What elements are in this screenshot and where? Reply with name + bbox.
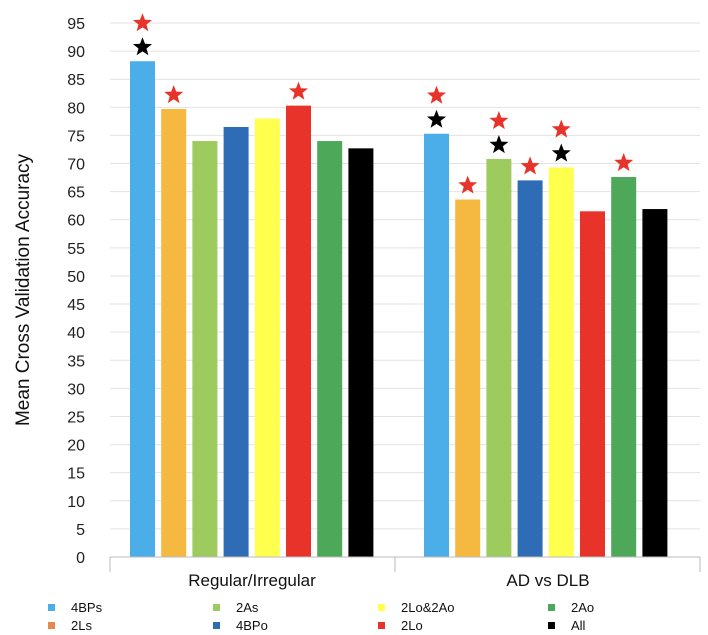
y-tick-label: 65 xyxy=(67,185,85,202)
legend-label: 2As xyxy=(236,599,259,615)
red-star-icon xyxy=(489,111,509,130)
y-tick-label: 40 xyxy=(67,325,85,342)
red-star-icon xyxy=(164,85,184,104)
legend-label: 2Ao xyxy=(571,599,595,615)
y-tick-label: 75 xyxy=(67,128,85,145)
red-star-icon xyxy=(427,85,446,104)
legend-swatch xyxy=(548,603,555,611)
legend-label: 2Lo&2Ao xyxy=(401,599,455,615)
category-labels: Regular/Irregular AD vs DLB xyxy=(188,571,589,590)
bars xyxy=(130,61,668,558)
y-tick-label: 80 xyxy=(67,100,85,117)
y-tick-label: 95 xyxy=(67,16,85,33)
category-label: Regular/Irregular xyxy=(188,571,316,590)
red-star-icon xyxy=(614,153,634,172)
bar-4bps-regular-irregular xyxy=(130,61,155,558)
bar-all-ad-vs-dlb xyxy=(642,209,668,558)
bar-2as-regular-irregular xyxy=(192,141,218,557)
bar-2ls-ad-vs-dlb xyxy=(455,199,481,558)
legend-label: All xyxy=(571,617,586,633)
legend-item-2lo: 2Lo xyxy=(376,616,546,634)
bar-2lo-regular-irregular xyxy=(286,105,311,558)
legend-item-2as: 2As xyxy=(211,598,376,616)
y-tick-label: 55 xyxy=(67,241,85,258)
bar-2lo-ad-vs-dlb xyxy=(580,211,605,557)
y-tick-label: 35 xyxy=(67,353,85,370)
legend-swatch xyxy=(48,621,55,629)
legend-label: 4BPo xyxy=(236,617,268,633)
red-star-icon xyxy=(458,175,478,194)
legend-swatch xyxy=(48,603,55,611)
black-star-icon xyxy=(489,135,509,154)
legend-item-all: All xyxy=(546,616,686,634)
legend-swatch xyxy=(378,603,385,611)
y-tick-label: 0 xyxy=(76,550,85,567)
category-label: AD vs DLB xyxy=(506,571,589,590)
y-axis-ticks: 0 5 10 15 20 25 30 35 40 45 50 55 60 65 70 75 80 85 90 95 xyxy=(67,16,85,567)
bar-chart: 0 5 10 15 20 25 30 35 40 45 50 55 60 65 70 75 80 85 90 95 R… xyxy=(13,13,701,590)
bar-2lo-2ao-regular-irregular xyxy=(254,118,280,557)
black-star-icon xyxy=(133,37,152,56)
red-star-icon xyxy=(551,119,571,138)
y-tick-label: 60 xyxy=(67,213,85,230)
red-star-icon xyxy=(133,13,152,32)
legend-swatch xyxy=(548,621,555,629)
legend-swatch xyxy=(378,621,385,629)
y-tick-label: 45 xyxy=(67,297,85,314)
bar-2as-ad-vs-dlb xyxy=(486,159,512,557)
legend-swatch xyxy=(213,621,220,629)
legend-item-2ao: 2Ao xyxy=(546,598,686,616)
bar-2ao-regular-irregular xyxy=(317,141,343,557)
bar-4bpo-regular-irregular xyxy=(223,126,249,557)
y-tick-label: 25 xyxy=(67,409,85,426)
legend-label: 2Lo xyxy=(401,617,423,633)
y-tick-label: 10 xyxy=(67,494,85,511)
bar-2lo-2ao-ad-vs-dlb xyxy=(548,167,574,557)
bar-2ao-ad-vs-dlb xyxy=(611,177,637,557)
y-tick-label: 20 xyxy=(67,438,85,455)
y-tick-label: 30 xyxy=(67,381,85,398)
legend-swatch xyxy=(213,603,220,611)
y-tick-label: 5 xyxy=(76,522,85,539)
red-star-icon xyxy=(289,81,308,100)
y-tick-label: 70 xyxy=(67,157,85,174)
black-star-icon xyxy=(551,143,571,162)
legend-item-2ls: 2Ls xyxy=(46,616,211,634)
legend-item-4bpo: 4BPo xyxy=(211,616,376,634)
bar-4bpo-ad-vs-dlb xyxy=(517,180,543,558)
black-star-icon xyxy=(427,109,446,128)
bar-all-regular-irregular xyxy=(348,148,374,557)
legend: 4BPs 2As 2Lo&2Ao 2Ao 2Ls 4BPo 2Lo All xyxy=(46,598,686,634)
legend-item-2lo-2ao: 2Lo&2Ao xyxy=(376,598,546,616)
y-tick-label: 85 xyxy=(67,72,85,89)
legend-item-4bps: 4BPs xyxy=(46,598,211,616)
bar-4bps-ad-vs-dlb xyxy=(424,133,449,557)
y-tick-label: 15 xyxy=(67,466,85,483)
y-axis-label: Mean Cross Validation Accuracy xyxy=(13,153,34,426)
star-markers xyxy=(133,13,634,194)
legend-label: 2Ls xyxy=(71,617,92,633)
bar-2ls-regular-irregular xyxy=(161,109,187,557)
legend-label: 4BPs xyxy=(71,599,103,615)
y-tick-label: 90 xyxy=(67,44,85,61)
red-star-icon xyxy=(520,156,540,175)
y-tick-label: 50 xyxy=(67,269,85,286)
